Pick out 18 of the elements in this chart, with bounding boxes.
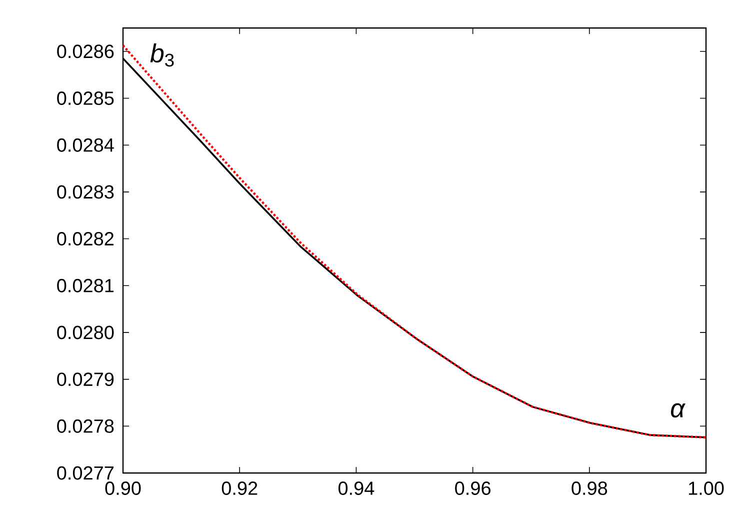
y-tick-label: 0.0280 xyxy=(57,326,114,340)
y-tick-label: 0.0284 xyxy=(57,138,114,152)
y-tick-label: 0.0286 xyxy=(57,44,114,58)
x-tick-label: 0.90 xyxy=(105,482,141,495)
x-tick-label: 1.00 xyxy=(688,482,724,495)
x-tick-label: 0.98 xyxy=(572,482,608,495)
y-tick-label: 0.0281 xyxy=(57,278,114,292)
y-tick-label: 0.0285 xyxy=(57,92,114,105)
y-tick-label: 0.0279 xyxy=(57,372,114,386)
y-tick-label: 0.0283 xyxy=(57,185,114,199)
x-tick-label: 0.94 xyxy=(338,482,374,495)
x-axis-title: α xyxy=(670,403,686,418)
y-tick-label: 0.0277 xyxy=(57,466,114,480)
x-tick-label: 0.92 xyxy=(222,482,258,495)
y-tick-label: 0.0282 xyxy=(57,232,114,246)
y-axis-title: b$_{3}$ xyxy=(150,43,174,67)
x-tick-label: 0.96 xyxy=(455,482,490,495)
y-tick-label: 0.0278 xyxy=(57,419,114,433)
